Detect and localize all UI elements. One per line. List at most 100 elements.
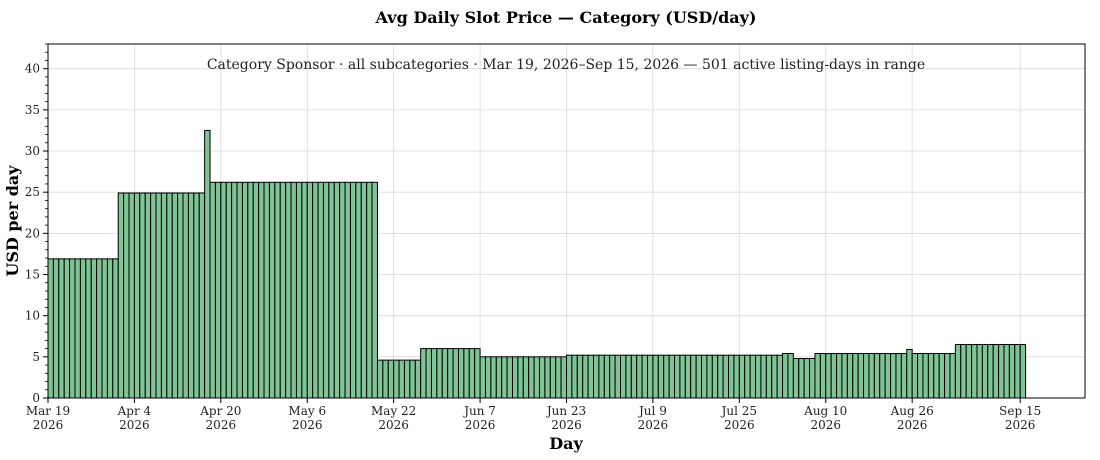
bar [231,181,238,399]
bar [312,181,319,399]
bar [560,356,567,399]
bar [479,356,486,399]
bar [501,356,508,399]
bar [436,348,443,399]
bar [944,353,951,399]
bar [1019,343,1027,399]
bar [74,258,81,399]
bar [511,356,519,399]
bar [349,181,357,399]
bar [1014,343,1021,399]
bar [868,353,875,399]
bar [425,348,432,399]
bar [798,357,805,399]
bar [484,356,492,399]
bar [647,354,654,399]
y-tick-label: 30 [25,144,40,158]
bar [749,354,757,399]
bar [474,348,481,399]
bar [225,181,233,399]
bar [987,343,994,399]
bar [106,258,114,399]
x-tick-label: Sep 15 [999,404,1041,418]
bar [198,192,206,399]
x-tick-year-label: 2026 [292,418,323,432]
bar [268,181,276,399]
bar [274,181,281,399]
y-tick-label: 0 [32,391,40,405]
bar [90,258,98,399]
bar [555,356,562,399]
bar [155,192,162,399]
x-tick-year-label: 2026 [724,418,755,432]
bar [571,354,578,399]
bar [166,192,173,399]
bar [285,181,292,399]
bar [366,181,373,399]
bar [614,354,622,399]
bar [879,353,886,399]
bar [1003,343,1010,399]
bar [506,356,513,399]
bar [79,258,87,399]
bar [884,353,892,399]
bar [927,353,935,399]
bar [403,359,411,399]
bar [917,353,924,399]
bar [214,181,222,399]
bar [187,192,195,399]
y-axis-label: USD per day [3,165,22,277]
bar [96,258,103,399]
bar [960,343,967,399]
bar [85,258,92,399]
bar [630,354,638,399]
chart-title: Avg Daily Slot Price — Category (USD/day… [375,8,757,27]
bar [263,181,270,399]
bar [949,353,956,399]
bar [447,348,454,399]
bar [495,356,503,399]
x-tick-year-label: 2026 [551,418,582,432]
bar [376,359,384,399]
bar [360,181,368,399]
bar [738,354,746,399]
bar [339,181,346,399]
bar [609,354,616,399]
bar [52,258,60,399]
bar [582,354,589,399]
x-tick-label: Jul 25 [720,404,757,418]
bar [490,356,497,399]
bar [717,354,724,399]
bar [101,258,108,399]
bar [825,353,832,399]
bar [679,354,686,399]
bar [657,354,665,399]
bar [306,181,314,399]
bar [803,357,811,399]
bar [663,354,670,399]
bar [333,181,341,399]
x-tick-year-label: 2026 [1005,418,1036,432]
x-tick-label: Aug 10 [803,404,847,418]
y-tick-label: 35 [25,103,40,117]
bar [863,353,870,399]
bar [295,181,303,399]
bar [382,359,389,399]
bar [69,258,76,399]
bar [344,181,351,399]
bar [841,353,848,399]
bar [587,354,594,399]
x-tick-label: Jul 9 [637,404,667,418]
bar [452,348,459,399]
bar [144,192,152,399]
x-tick-year-label: 2026 [897,418,928,432]
bar [279,181,287,399]
bar [252,181,260,399]
bar [836,353,843,399]
bar [171,192,179,399]
bar [857,353,865,399]
bar [852,353,859,399]
bar [301,181,308,399]
